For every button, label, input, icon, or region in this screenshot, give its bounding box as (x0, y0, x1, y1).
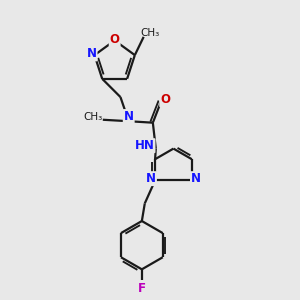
Text: N: N (191, 172, 201, 185)
Text: N: N (146, 172, 156, 185)
Text: N: N (124, 110, 134, 123)
Text: CH₃: CH₃ (84, 112, 103, 122)
Text: HN: HN (135, 139, 155, 152)
Text: CH₃: CH₃ (140, 28, 160, 38)
Text: N: N (87, 47, 97, 60)
Text: O: O (110, 33, 120, 46)
Text: O: O (160, 93, 170, 106)
Text: F: F (138, 282, 146, 295)
